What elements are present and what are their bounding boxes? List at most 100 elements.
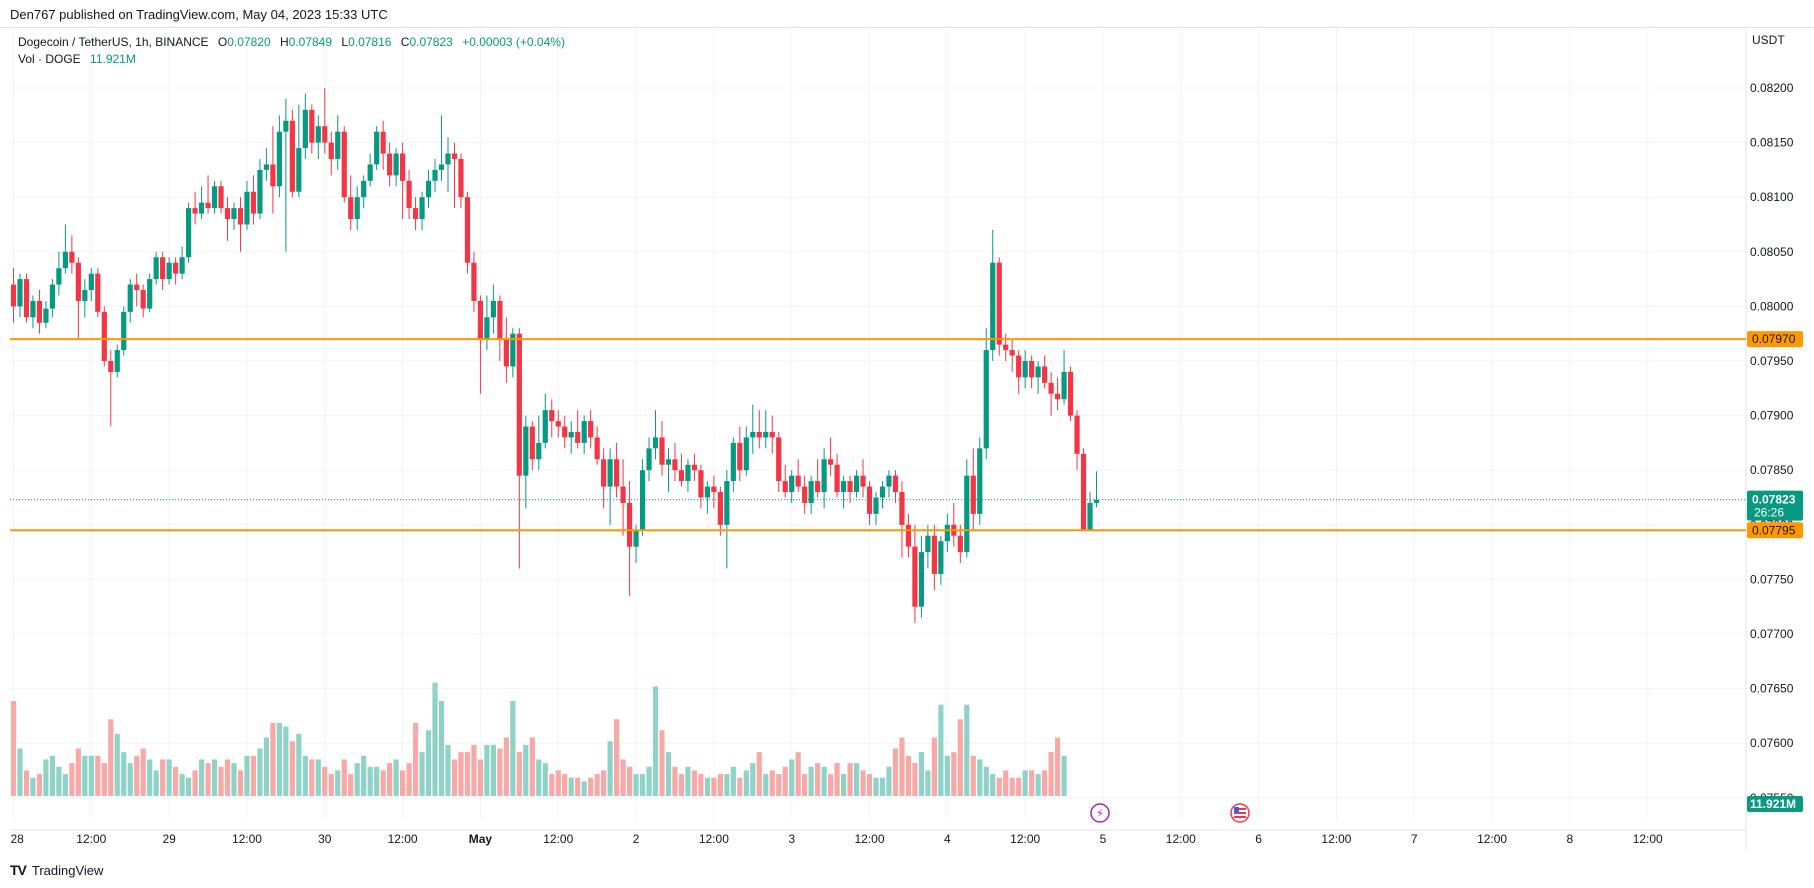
candle-body — [717, 492, 723, 525]
volume-bar — [231, 763, 237, 796]
volume-bar — [406, 763, 412, 796]
candle-body — [743, 437, 749, 471]
volume-bar — [374, 766, 380, 796]
x-tick-label: 28 — [11, 832, 25, 846]
candle-body — [1042, 366, 1048, 383]
volume-bar — [367, 766, 373, 796]
x-tick-label: 12:00 — [232, 832, 262, 846]
candle-body — [1009, 350, 1015, 356]
candle-body — [503, 339, 509, 367]
low-label: L — [341, 35, 349, 49]
candle-body — [173, 262, 179, 274]
candle-body — [549, 410, 555, 422]
candle-body — [607, 459, 613, 487]
candle-body — [374, 131, 380, 165]
volume-bar — [756, 752, 762, 796]
candle-body — [964, 475, 970, 553]
volume-value: 11.921M — [90, 52, 136, 66]
volume-bar — [802, 774, 808, 796]
x-tick-label: 12:00 — [1321, 832, 1351, 846]
candle-body — [1067, 371, 1074, 416]
volume-bar — [633, 774, 639, 796]
volume-bar — [400, 770, 406, 796]
volume-bar — [646, 766, 652, 796]
candle-body — [918, 552, 924, 607]
candle-body — [536, 442, 542, 460]
candle-body — [179, 257, 185, 274]
volume-bar — [931, 737, 937, 796]
volume-bar — [205, 763, 211, 796]
volume-bar — [75, 748, 81, 796]
candle-body — [367, 164, 373, 181]
volume-bar — [484, 744, 490, 796]
flag-canton-icon — [1234, 807, 1239, 812]
volume-bar — [964, 704, 970, 796]
candle-body — [866, 486, 873, 514]
candle-body — [471, 262, 477, 301]
open-label: O — [217, 35, 228, 49]
volume-bar — [224, 759, 231, 796]
candle-body — [1074, 415, 1080, 454]
volume-bar — [296, 733, 302, 796]
candle-body — [101, 311, 107, 361]
candle-body — [944, 524, 950, 542]
volume-bar — [996, 777, 1002, 796]
candle-body — [88, 273, 94, 291]
volume-bar — [737, 777, 743, 796]
candle-body — [477, 300, 484, 340]
close-label: C — [400, 35, 410, 49]
footer-brand[interactable]: TV TradingView — [10, 862, 103, 878]
volume-bar — [497, 748, 503, 796]
volume-bar — [263, 737, 270, 796]
volume-bar — [970, 755, 976, 796]
volume-bar — [588, 777, 594, 796]
volume-bar — [990, 774, 996, 796]
volume-bar — [114, 733, 120, 796]
volume-bar — [244, 755, 250, 796]
lightning-event-icon[interactable] — [1090, 803, 1110, 823]
volume-bar — [626, 766, 633, 796]
x-tick-label: 6 — [1255, 832, 1262, 846]
volume-bar — [173, 766, 179, 796]
volume-bar — [782, 766, 788, 796]
candle-body — [341, 131, 347, 198]
candle-body — [17, 279, 23, 307]
candle-body — [588, 421, 594, 438]
symbol-name[interactable]: Dogecoin / TetherUS, 1h, BINANCE — [18, 35, 209, 49]
volume-bar — [490, 744, 496, 796]
volume-bar — [678, 774, 685, 796]
candle-body — [737, 442, 743, 471]
candle-body — [335, 131, 341, 159]
candle-body — [970, 475, 976, 514]
candle-body — [425, 180, 432, 198]
candle-body — [652, 437, 659, 449]
volume-bar — [471, 744, 477, 796]
volume-bar — [821, 766, 827, 796]
flag-stripe-icon — [1234, 808, 1246, 810]
candle-body — [497, 300, 503, 340]
candle-body — [140, 290, 146, 309]
volume-bar — [763, 774, 769, 796]
volume-bar — [348, 774, 354, 796]
volume-bar — [88, 755, 94, 796]
volume-bar — [315, 759, 321, 796]
y-tick-label: 0.07650 — [1750, 682, 1794, 696]
volume-bar — [743, 770, 749, 796]
volume-bar — [704, 777, 710, 796]
volume-bar — [925, 770, 931, 796]
candle-body — [43, 308, 49, 323]
candle-body — [419, 197, 425, 220]
x-tick-label: 12:00 — [1633, 832, 1663, 846]
volume-bar — [510, 701, 516, 796]
volume-label[interactable]: Vol · DOGE — [18, 52, 81, 66]
candle-body — [406, 180, 412, 209]
candle-body — [237, 208, 244, 225]
volume-bar — [322, 766, 328, 796]
volume-bar — [1054, 737, 1061, 796]
volume-bar — [607, 741, 613, 796]
candle-body — [30, 300, 36, 318]
candle-body — [899, 492, 905, 525]
candle-body — [185, 208, 192, 258]
volume-bar — [361, 755, 367, 796]
